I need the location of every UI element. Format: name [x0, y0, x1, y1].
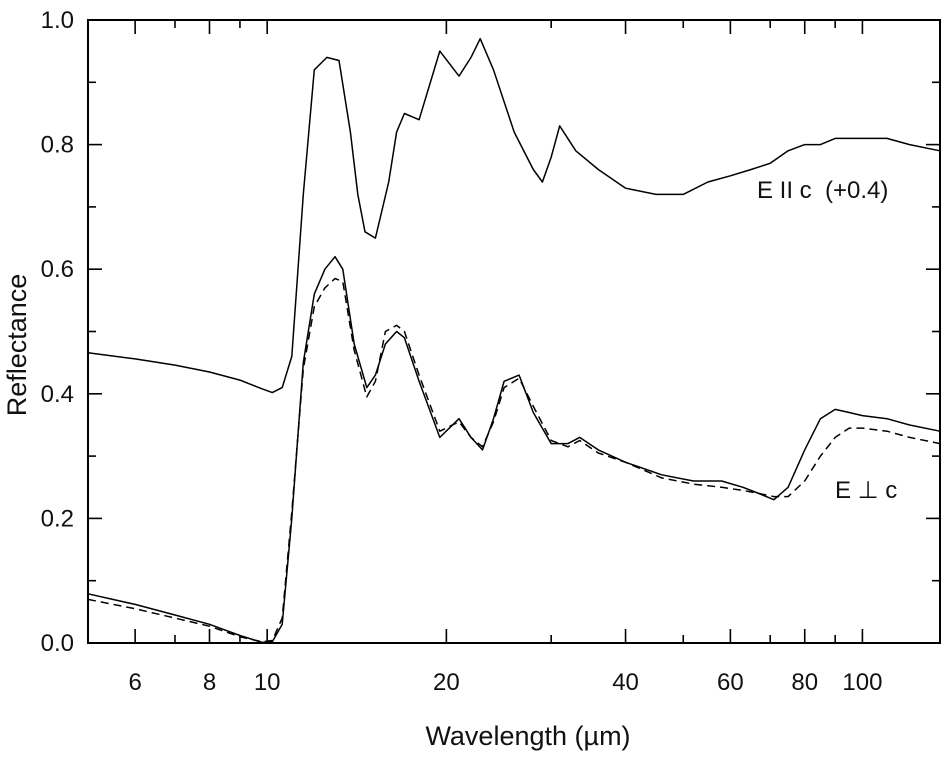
tick-labels: 0.0 0.2 0.4 0.6 0.8 1.0 6 8 10 20 40 60 80 100 — [41, 7, 883, 696]
x-tick-label: 10 — [254, 669, 281, 696]
y-tick-label: 0.0 — [41, 630, 74, 657]
series-layer — [87, 37, 941, 644]
x-tick-label: 6 — [128, 669, 141, 696]
y-tick-label: 0.4 — [41, 381, 74, 408]
y-tick-label: 0.2 — [41, 505, 74, 532]
x-tick-label: 40 — [612, 669, 639, 696]
y-tick-label: 0.6 — [41, 256, 74, 283]
x-tick-label: 60 — [717, 669, 744, 696]
axis-ticks — [87, 19, 940, 644]
y-axis-title: Reflectance — [2, 274, 32, 417]
plot-frame — [87, 19, 941, 644]
x-tick-label: 80 — [791, 669, 818, 696]
x-tick-label: 100 — [842, 669, 882, 696]
y-tick-label: 0.8 — [41, 132, 74, 159]
x-axis-title: Wavelength (µm) — [425, 721, 630, 751]
series-e-perp-c-dashed — [87, 277, 941, 643]
series-e-perp-c-solid — [87, 255, 941, 644]
annotation-e-perp-c: E ⊥ c — [835, 477, 897, 504]
y-tick-label: 1.0 — [41, 7, 74, 34]
x-tick-label: 8 — [203, 669, 216, 696]
annotation-e-parallel-c: E II c (+0.4) — [757, 177, 888, 204]
x-tick-label: 20 — [433, 669, 460, 696]
series-e-parallel-c — [87, 37, 941, 394]
